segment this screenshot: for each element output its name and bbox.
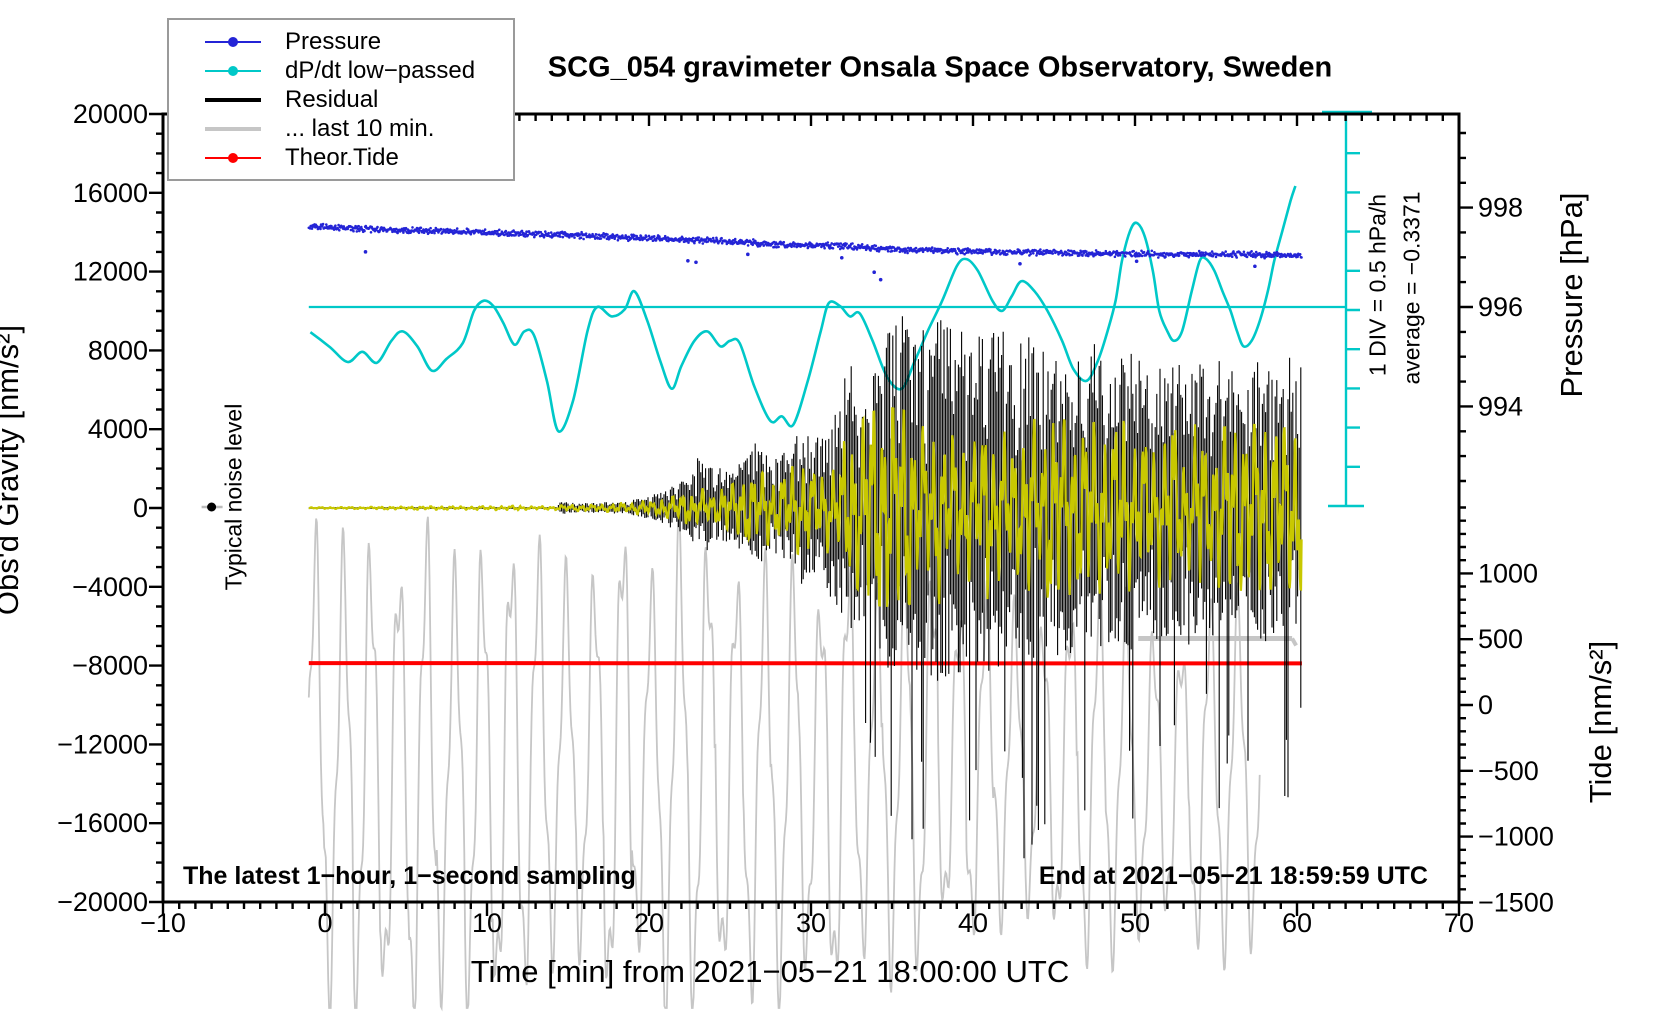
sampling-note: The latest 1−hour, 1−second sampling xyxy=(183,862,636,890)
tick-label: −20000 xyxy=(57,887,148,917)
tick-label: 1000 xyxy=(1478,558,1538,588)
tick-label: 50 xyxy=(1120,908,1150,938)
tick-label: 500 xyxy=(1478,624,1523,654)
tick-label: 70 xyxy=(1444,908,1474,938)
tick-label: −1500 xyxy=(1478,887,1554,917)
legend-line-swatch xyxy=(205,65,261,76)
tick-label: 30 xyxy=(796,908,826,938)
tide-axis-title: Tide [nm/s²] xyxy=(1583,640,1618,804)
tick-label: −500 xyxy=(1478,756,1539,786)
tick-label: 20000 xyxy=(73,99,148,129)
tick-label: 0 xyxy=(133,493,148,523)
tick-label: 0 xyxy=(1478,690,1493,720)
legend-item: Theor.Tide xyxy=(205,143,497,172)
legend-line-swatch xyxy=(205,152,261,163)
legend-line-swatch xyxy=(205,126,261,131)
legend-item-label: Pressure xyxy=(285,27,382,55)
tick-label: 0 xyxy=(317,908,332,938)
legend-dot-icon xyxy=(228,65,238,76)
chart-title: SCG_054 gravimeter Onsala Space Observat… xyxy=(547,51,1333,84)
legend-item-label: dP/dt low−passed xyxy=(285,56,476,84)
legend-line-swatch xyxy=(205,97,261,102)
tick-label: −16000 xyxy=(57,808,148,838)
tick-label: 16000 xyxy=(73,178,148,208)
noise-level-label: Typical noise level xyxy=(220,403,247,591)
tick-label: −12000 xyxy=(57,729,148,759)
pressure-axis-title: Pressure [hPa] xyxy=(1554,192,1589,398)
tick-label: −10 xyxy=(140,908,186,938)
tick-label: 994 xyxy=(1478,391,1523,421)
average-label: average = −0.3371 xyxy=(1398,191,1425,385)
legend: Pressure dP/dt low−passed Residual... last… xyxy=(167,18,515,181)
legend-item-label: Residual xyxy=(285,85,379,113)
tick-label: 8000 xyxy=(88,335,148,365)
tick-label: −8000 xyxy=(72,651,148,681)
tick-label: 40 xyxy=(958,908,988,938)
legend-item-label: Theor.Tide xyxy=(285,143,399,171)
x-axis-title: Time [min] from 2021−05−21 18:00:00 UTC xyxy=(470,954,1070,989)
legend-item: Residual xyxy=(205,85,497,114)
tick-label: 996 xyxy=(1478,292,1523,322)
legend-item: ... last 10 min. xyxy=(205,114,497,143)
legend-item: dP/dt low−passed xyxy=(205,56,497,85)
legend-dot-icon xyxy=(228,152,238,163)
tick-label: 4000 xyxy=(88,414,148,444)
y-left-axis-title: Obs'd Gravity [nm/s²] xyxy=(0,324,25,616)
legend-dot-icon xyxy=(228,36,238,47)
end-time-note: End at 2021−05−21 18:59:59 UTC xyxy=(1038,862,1428,890)
tick-label: −4000 xyxy=(72,572,148,602)
legend-item-label: ... last 10 min. xyxy=(285,114,435,142)
legend-item: Pressure xyxy=(205,27,497,56)
tick-label: 60 xyxy=(1282,908,1312,938)
legend-line-swatch xyxy=(205,36,261,47)
div-scale-label: 1 DIV = 0.5 hPa/h xyxy=(1364,193,1391,377)
tick-label: 12000 xyxy=(73,257,148,287)
tick-label: 10 xyxy=(472,908,502,938)
tick-label: 998 xyxy=(1478,193,1523,223)
tick-label: 20 xyxy=(634,908,664,938)
tick-label: −1000 xyxy=(1478,822,1554,852)
